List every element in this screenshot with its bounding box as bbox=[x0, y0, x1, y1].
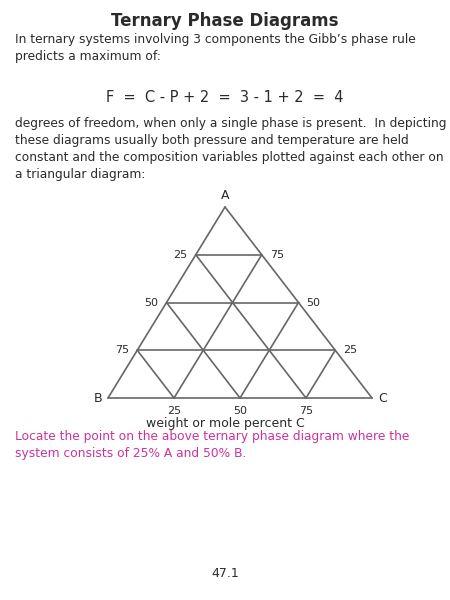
Text: 75: 75 bbox=[299, 406, 313, 416]
Text: 75: 75 bbox=[270, 250, 284, 260]
Text: Locate the point on the above ternary phase diagram where the
system consists of: Locate the point on the above ternary ph… bbox=[15, 430, 410, 460]
Text: 50: 50 bbox=[306, 298, 320, 307]
Text: weight or mole percent C: weight or mole percent C bbox=[146, 417, 304, 430]
Text: 50: 50 bbox=[233, 406, 247, 416]
Text: B: B bbox=[94, 391, 102, 404]
Text: A: A bbox=[221, 189, 229, 202]
Text: 25: 25 bbox=[167, 406, 181, 416]
Text: 47.1: 47.1 bbox=[211, 567, 239, 580]
Text: 75: 75 bbox=[115, 345, 129, 355]
Text: 25: 25 bbox=[343, 345, 357, 355]
Text: 50: 50 bbox=[144, 298, 158, 307]
Text: degrees of freedom, when only a single phase is present.  In depicting
these dia: degrees of freedom, when only a single p… bbox=[15, 117, 446, 181]
Text: 25: 25 bbox=[174, 250, 188, 260]
Text: F  =  C - P + 2  =  3 - 1 + 2  =  4: F = C - P + 2 = 3 - 1 + 2 = 4 bbox=[106, 90, 344, 105]
Text: C: C bbox=[378, 391, 387, 404]
Text: Ternary Phase Diagrams: Ternary Phase Diagrams bbox=[111, 12, 339, 30]
Text: In ternary systems involving 3 components the Gibb’s phase rule
predicts a maxim: In ternary systems involving 3 component… bbox=[15, 33, 416, 63]
